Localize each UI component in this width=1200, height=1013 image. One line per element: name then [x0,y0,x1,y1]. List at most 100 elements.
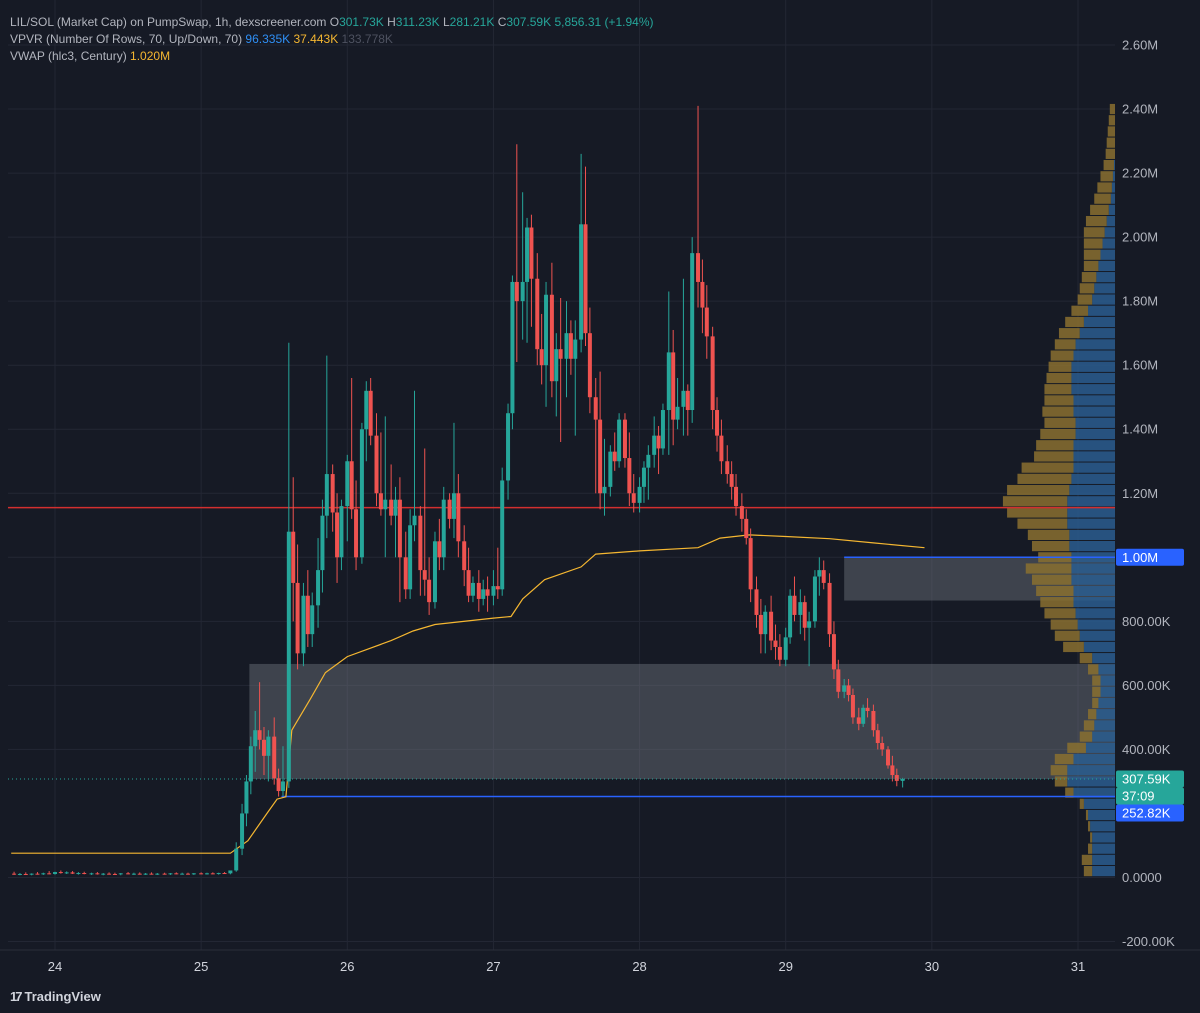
candle-body [579,224,584,340]
candle-body [798,602,803,615]
candle-down [631,474,636,513]
price-tick-label: 2.40M [1122,102,1158,117]
vp-bar-up [1083,316,1115,328]
vp-bar-down [1040,597,1074,608]
vp-bar-up [1069,529,1115,540]
price-tick-label: 1.60M [1122,358,1158,373]
candle-up [393,486,398,558]
vp-bar-up [1092,843,1115,854]
candle-up [506,403,511,500]
candle-body [529,227,534,279]
vp-bar-down [1021,462,1074,473]
candle-body [76,873,81,875]
vp-bar-down [1050,765,1068,776]
candle-up [660,403,665,455]
price-tick-label: 800.00K [1122,614,1171,629]
candle-up [41,872,46,875]
candle-body [244,781,249,814]
candle-body [389,499,394,516]
time-axis[interactable]: 24 25 26 27 28 29 30 31 [48,959,1085,974]
candle-body [617,419,622,462]
vp-bar-down [1007,484,1070,496]
candle-down [850,688,855,724]
candle-body [432,541,437,603]
candle-body [627,458,632,494]
legend-low-value: 281.21K [449,15,495,29]
candle-up [441,486,446,571]
candle-down [462,525,467,587]
candle-body [118,873,123,875]
price-tick-label: 1.40M [1122,422,1158,437]
legend-vwap-name[interactable]: VWAP (hlc3, Century) [10,49,127,63]
candle-up [608,445,613,497]
candle-body [316,570,321,606]
vp-bar-down [1088,843,1093,854]
candle-up [228,870,233,875]
horizontal-lines[interactable] [8,506,1115,798]
candle-down [437,518,442,571]
candle-body [403,557,408,590]
zone-rectangles[interactable] [249,557,1115,780]
vp-bar-down [1031,540,1070,552]
candle-body [143,873,148,875]
vp-bar-down [1100,171,1113,182]
candle-body [558,349,563,359]
candle-up [690,237,695,423]
vp-bar-up [1073,787,1115,798]
price-tick-label: 2.20M [1122,166,1158,181]
candle-down [744,509,749,545]
vp-bar-down [1067,742,1086,753]
candle-up [500,467,505,596]
vp-bar-down [1054,776,1068,787]
candle-body [126,873,131,875]
candle-body [495,586,500,590]
candle-down [700,259,705,334]
legend-vpvr-name[interactable]: VPVR (Number Of Rows, 70, Up/Down, 70) [10,32,243,46]
vp-bar-down [1034,451,1074,462]
candle-up [143,873,148,875]
vp-bar-up [1073,585,1115,597]
candle-up [646,445,651,500]
vp-bar-up [1071,372,1115,384]
candle-body [210,873,215,875]
candle-body [817,570,822,577]
candles [12,105,905,876]
candle-body [783,637,788,660]
candle-body [587,333,592,398]
candle-up [783,627,788,667]
legend-title[interactable]: LIL/SOL (Market Cap) on PumpSwap, 1h, de… [10,15,327,29]
candle-body [792,595,797,615]
vp-bar-up [1102,238,1115,249]
candle-body [573,339,578,359]
candle-body [535,278,540,350]
legend-vpvr-up: 96.335K [245,32,291,46]
candle-body [690,253,695,411]
vp-bar-down [1090,832,1093,843]
vp-bar-up [1092,865,1115,877]
price-label-text: 1.00M [1122,550,1158,565]
candle-down [754,576,759,628]
candle-down [535,253,540,366]
candle-down [47,871,52,875]
vp-bar-down [1063,641,1084,653]
vp-bar-up [1073,462,1115,473]
candle-down [777,634,782,667]
vp-bar-down [1083,249,1101,260]
candle-body [836,669,841,692]
candle-up [812,570,817,628]
candle-up [155,873,160,875]
vp-bar-up [1092,653,1115,664]
candle-body [514,281,519,302]
tradingview-brand[interactable]: 17 TradingView [10,989,101,1004]
candle-body [168,873,173,875]
candle-body [652,435,657,455]
candle-body [850,694,855,718]
candle-up [641,461,646,503]
price-tick-label: 600.00K [1122,678,1171,693]
candle-up [64,871,69,874]
price-tick-label: 2.60M [1122,38,1158,53]
vp-bar-up [1071,563,1115,574]
legend-change: 5,856.31 (+1.94%) [554,15,654,29]
candle-body [204,873,209,875]
